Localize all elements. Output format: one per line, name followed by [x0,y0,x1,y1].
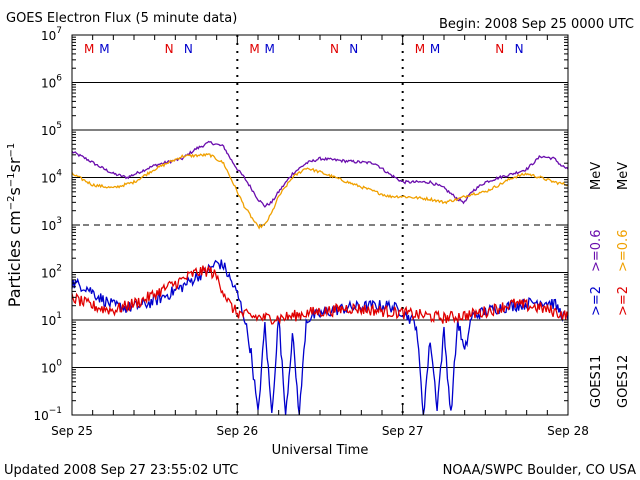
legend-goes12-mev: MeV [616,162,631,190]
x-tick-label: Sep 27 [382,424,424,438]
day-marker-label: M [84,42,94,56]
day-marker-label: M [265,42,275,56]
day-marker-label: N [165,42,174,56]
y-tick-label: 105 [41,121,62,138]
y-tick-label: 104 [41,169,62,186]
grid-lines [72,82,568,368]
y-tick-label: 100 [41,359,62,376]
y-tick-label: 10−1 [33,406,62,423]
day-marker-label: N [330,42,339,56]
day-marker-label: N [495,42,504,56]
legend-goes11-label: GOES11 [589,355,604,408]
x-axis-label: Universal Time [272,443,369,458]
legend-goes11-mev: MeV [589,162,604,190]
series-group [71,140,569,416]
legend-goes12-label: GOES12 [616,355,631,408]
x-tick-label: Sep 28 [547,424,589,438]
day-marker-label: M [99,42,109,56]
series-line-3 [71,264,569,325]
series-line-0 [71,140,569,208]
y-tick-label: 106 [41,74,62,91]
legend-goes12-ge2: >=2 [616,286,631,316]
legend: GOES11 >=2 >=0.6 MeV GOES12 >=2 >=0.6 Me… [589,162,631,408]
chart-title: GOES Electron Flux (5 minute data) [6,11,237,26]
x-axis-ticks: Sep 25 Sep 26 Sep 27 Sep 28 [51,35,589,438]
series-line-2 [71,259,569,416]
day-marker-label: N [184,42,193,56]
y-tick-label: 107 [41,26,62,43]
y-tick-label: 103 [41,216,62,233]
x-tick-label: Sep 25 [51,424,93,438]
y-tick-label: 102 [41,264,62,281]
legend-goes11-ge2: >=2 [589,286,604,316]
legend-goes12-ge06: >=0.6 [616,230,631,272]
series-line-1 [71,152,569,230]
day-marker-label: N [349,42,358,56]
legend-goes11-ge06: >=0.6 [589,230,604,272]
begin-date-label: Begin: 2008 Sep 25 0000 UTC [439,17,634,32]
day-marker-label: N [515,42,524,56]
y-axis-label: Particles cm−2s−1sr−1 [5,143,24,307]
x-tick-label: Sep 26 [216,424,258,438]
y-tick-label: 101 [41,311,62,328]
day-marker-label: M [249,42,259,56]
y-axis-ticks: 107 106 105 104 103 102 101 100 10−1 [33,26,568,423]
credit-line: NOAA/SWPC Boulder, CO USA [443,463,636,478]
updated-timestamp: Updated 2008 Sep 27 23:55:02 UTC [4,463,238,478]
day-marker-label: M [430,42,440,56]
day-marker-label: M [415,42,425,56]
